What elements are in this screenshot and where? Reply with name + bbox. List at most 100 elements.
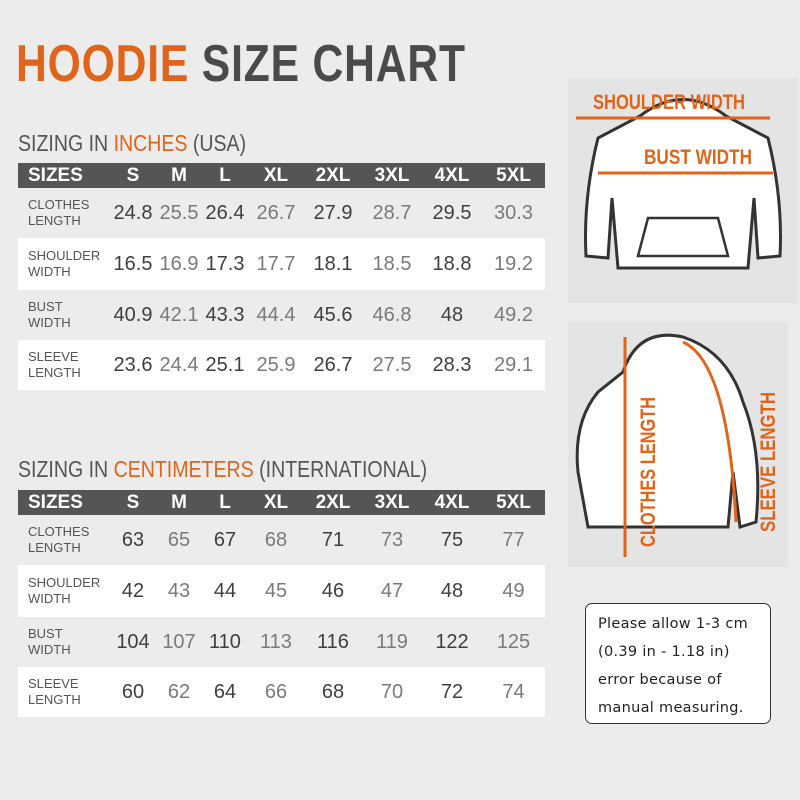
size-header: M: [156, 490, 202, 515]
sizes-header: SIZES: [18, 490, 110, 515]
table-cell: 125: [482, 617, 545, 667]
table-row: BUST WIDTH 40.9 42.1 43.3 44.4 45.6 46.8 48 49.2: [18, 290, 545, 340]
row-label-line: WIDTH: [28, 264, 71, 279]
table-cell: 26.4: [202, 188, 248, 238]
table-cell: 30.3: [482, 188, 545, 238]
table-cell: 63: [110, 515, 156, 565]
cm-heading-accent: CENTIMETERS: [113, 456, 254, 482]
size-header: 3XL: [362, 490, 422, 515]
table-header-row: SIZES S M L XL 2XL 3XL 4XL 5XL: [18, 490, 545, 515]
row-label: SLEEVE LENGTH: [18, 340, 110, 390]
row-label: SLEEVE LENGTH: [18, 667, 110, 717]
table-cell: 116: [304, 617, 362, 667]
table-cell: 49: [482, 565, 545, 617]
table-cell: 64: [202, 667, 248, 717]
row-label-line: SHOULDER: [28, 248, 101, 263]
row-label: SHOULDER WIDTH: [18, 238, 110, 290]
table-cell: 70: [362, 667, 422, 717]
table-row: SLEEVE LENGTH 23.6 24.4 25.1 25.9 26.7 27.5 28.3…: [18, 340, 545, 390]
row-label-line: WIDTH: [28, 591, 71, 606]
table-row: SHOULDER WIDTH 42 43 44 45 46 47 48 49: [18, 565, 545, 617]
table-cell: 17.7: [248, 238, 304, 290]
table-cell: 29.5: [422, 188, 482, 238]
table-cell: 49.2: [482, 290, 545, 340]
table-cell: 62: [156, 667, 202, 717]
table-cell: 24.8: [110, 188, 156, 238]
row-label-line: CLOTHES: [28, 524, 90, 539]
row-label: SHOULDER WIDTH: [18, 565, 110, 617]
sizes-header: SIZES: [18, 163, 110, 188]
table-cell: 45: [248, 565, 304, 617]
table-cell: 18.1: [304, 238, 362, 290]
note-line: error because of: [598, 672, 722, 688]
cm-heading-prefix: SIZING IN: [18, 456, 114, 482]
table-cell: 68: [304, 667, 362, 717]
table-cell: 42.1: [156, 290, 202, 340]
size-header: L: [202, 163, 248, 188]
table-cell: 18.5: [362, 238, 422, 290]
table-cell: 46: [304, 565, 362, 617]
table-cell: 66: [248, 667, 304, 717]
table-cell: 25.5: [156, 188, 202, 238]
table-cell: 60: [110, 667, 156, 717]
table-cell: 113: [248, 617, 304, 667]
size-header: S: [110, 163, 156, 188]
size-header: 4XL: [422, 490, 482, 515]
table-cell: 16.5: [110, 238, 156, 290]
sleeve-length-line: [682, 340, 738, 523]
size-header: 5XL: [482, 163, 545, 188]
hoodie-side-diagram: CLOTHES LENGTH SLEEVE LENGTH: [568, 322, 788, 567]
table-row: SHOULDER WIDTH 16.5 16.9 17.3 17.7 18.1 18.5 18.…: [18, 238, 545, 290]
inches-heading-prefix: SIZING IN: [18, 130, 114, 156]
inches-heading: SIZING IN INCHES (USA): [18, 130, 246, 157]
table-cell: 68: [248, 515, 304, 565]
table-cell: 48: [422, 565, 482, 617]
table-cell: 26.7: [304, 340, 362, 390]
title-accent: HOODIE: [16, 35, 190, 93]
clothes-length-label: CLOTHES LENGTH: [637, 397, 660, 547]
title-rest: SIZE CHART: [201, 35, 466, 93]
measurement-note: Please allow 1-3 cm (0.39 in - 1.18 in) …: [585, 603, 771, 724]
table-cell: 28.7: [362, 188, 422, 238]
table-cell: 72: [422, 667, 482, 717]
cm-heading: SIZING IN CENTIMETERS (INTERNATIONAL): [18, 456, 427, 483]
row-label: BUST WIDTH: [18, 617, 110, 667]
table-cell: 27.9: [304, 188, 362, 238]
table-cell: 43.3: [202, 290, 248, 340]
note-line: Please allow 1-3 cm: [598, 616, 749, 632]
table-cell: 107: [156, 617, 202, 667]
inches-size-table: SIZES S M L XL 2XL 3XL 4XL 5XL CLOTHES LENGTH 24.8 2…: [18, 163, 545, 390]
table-cell: 48: [422, 290, 482, 340]
row-label-line: WIDTH: [28, 315, 71, 330]
table-cell: 110: [202, 617, 248, 667]
table-cell: 16.9: [156, 238, 202, 290]
table-cell: 27.5: [362, 340, 422, 390]
table-cell: 29.1: [482, 340, 545, 390]
size-header: 2XL: [304, 163, 362, 188]
row-label-line: CLOTHES: [28, 197, 90, 212]
table-cell: 74: [482, 667, 545, 717]
table-row: CLOTHES LENGTH 24.8 25.5 26.4 26.7 27.9 28.7 29.…: [18, 188, 545, 238]
cm-heading-suffix: (INTERNATIONAL): [253, 456, 428, 482]
table-cell: 45.6: [304, 290, 362, 340]
size-header: XL: [248, 163, 304, 188]
table-cell: 40.9: [110, 290, 156, 340]
table-cell: 122: [422, 617, 482, 667]
page-title: HOODIE SIZE CHART: [16, 34, 466, 94]
size-header: L: [202, 490, 248, 515]
table-cell: 25.1: [202, 340, 248, 390]
table-cell: 67: [202, 515, 248, 565]
size-header: XL: [248, 490, 304, 515]
table-cell: 119: [362, 617, 422, 667]
table-cell: 24.4: [156, 340, 202, 390]
table-cell: 47: [362, 565, 422, 617]
row-label-line: WIDTH: [28, 642, 71, 657]
hoodie-front-outline: [584, 98, 782, 270]
row-label-line: BUST: [28, 626, 63, 641]
size-header: M: [156, 163, 202, 188]
table-cell: 46.8: [362, 290, 422, 340]
hoodie-front-diagram: SHOULDER WIDTH BUST WIDTH: [568, 78, 798, 303]
table-cell: 75: [422, 515, 482, 565]
pocket-outline: [636, 216, 730, 258]
bust-width-label: BUST WIDTH: [644, 146, 752, 169]
